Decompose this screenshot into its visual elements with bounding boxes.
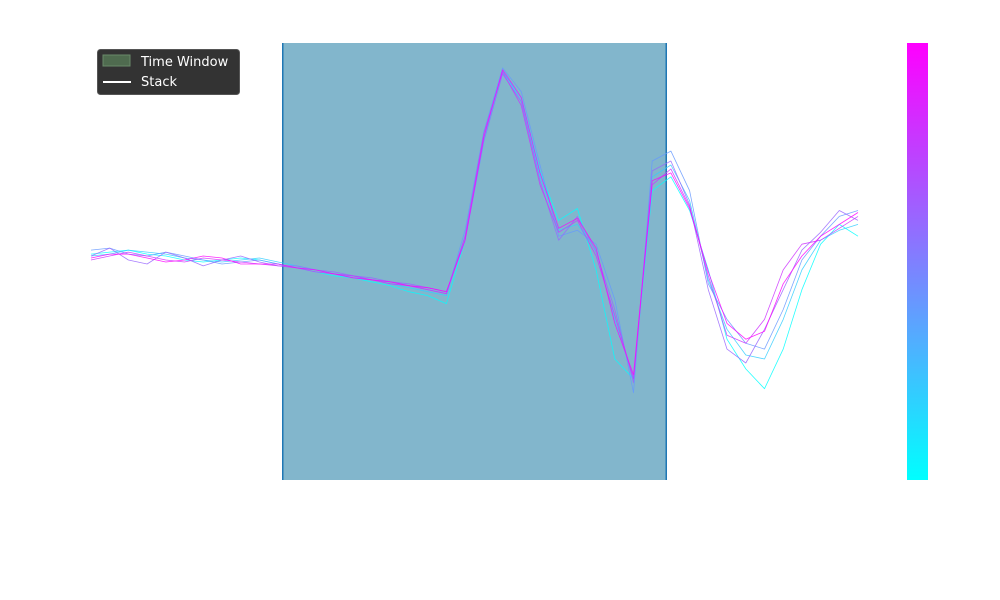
plot-area — [90, 43, 859, 480]
legend-entry-time-window: Time Window — [140, 55, 229, 70]
trace-line-5 — [90, 71, 859, 380]
trace-line-6 — [90, 69, 859, 376]
legend-entry-stack: Stack — [141, 75, 177, 90]
series-lines — [90, 67, 859, 394]
time-window-region — [282, 43, 667, 480]
colorbar — [907, 43, 928, 480]
trace-line-3 — [90, 67, 859, 394]
legend-box — [97, 49, 240, 95]
legend-patch-swatch — [102, 54, 131, 67]
legend: Time Window Stack — [97, 49, 240, 95]
